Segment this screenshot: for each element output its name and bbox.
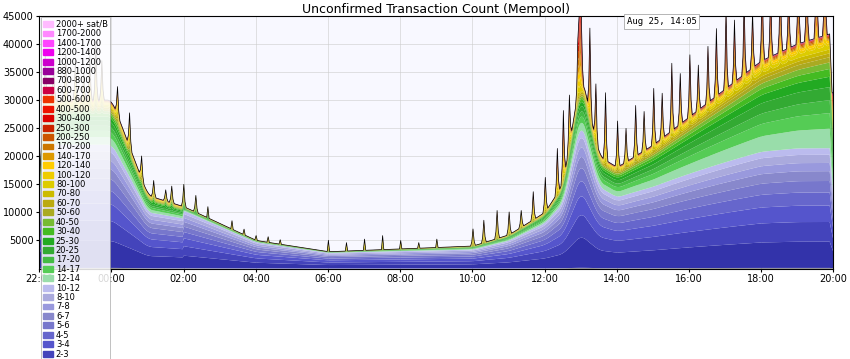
Legend: 2000+ sat/B, 1700-2000, 1400-1700, 1200-1400, 1000-1200, 880-1000, 700-800, 600-: 2000+ sat/B, 1700-2000, 1400-1700, 1200-… bbox=[41, 18, 110, 359]
Text: Aug 25, 14:05: Aug 25, 14:05 bbox=[626, 17, 697, 26]
Title: Unconfirmed Transaction Count (Mempool): Unconfirmed Transaction Count (Mempool) bbox=[303, 3, 570, 16]
